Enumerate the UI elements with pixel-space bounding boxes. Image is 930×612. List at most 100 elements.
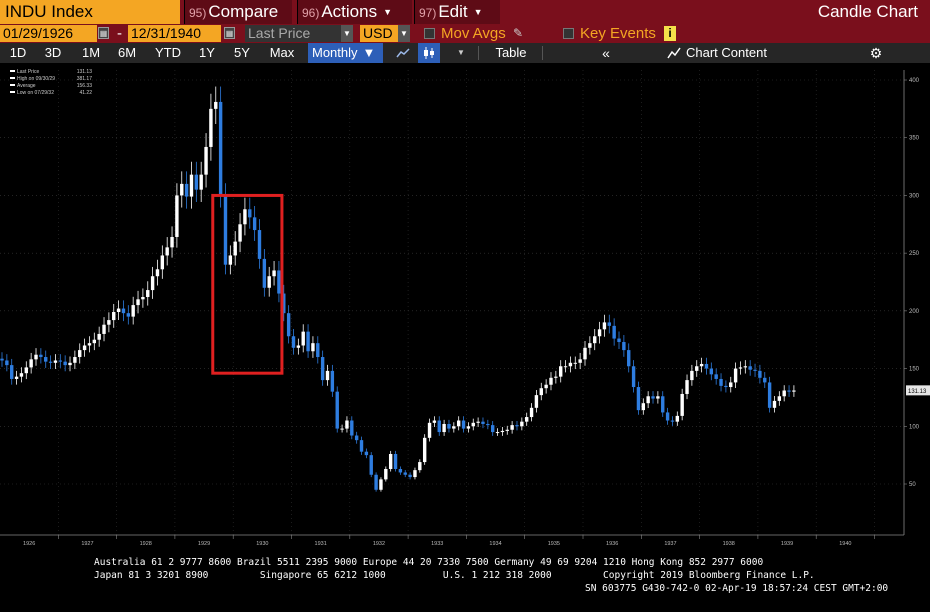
candle-body — [116, 308, 121, 313]
candle-body — [607, 322, 611, 326]
candle-body — [5, 360, 9, 366]
pencil-icon[interactable]: ✎ — [513, 26, 524, 40]
candle-body — [641, 403, 646, 411]
chart-content-button[interactable]: Chart Content — [686, 45, 767, 60]
compare-button[interactable]: 95) Compare — [184, 0, 292, 24]
candle-body — [238, 224, 242, 242]
candle-body — [345, 420, 349, 429]
key-events-checkbox[interactable] — [563, 28, 574, 39]
actions-number: 96) — [302, 6, 320, 20]
candle-body — [495, 432, 500, 434]
line-chart-icon[interactable] — [392, 43, 414, 63]
range-bar: 01/29/1926 ▦ - 12/31/1940 ▦ Last Price ▼… — [0, 24, 930, 43]
edit-caret-icon: ▼ — [473, 7, 483, 17]
candle-chart-icon[interactable] — [418, 43, 440, 63]
edit-button[interactable]: 97) Edit ▼ — [414, 0, 500, 24]
y-tick-label: 50 — [909, 482, 916, 488]
candle-body — [282, 293, 286, 314]
candle-body — [218, 101, 223, 196]
currency-dropdown-icon[interactable]: ▼ — [398, 25, 410, 42]
table-button[interactable]: Table — [495, 45, 527, 60]
candle-body — [286, 313, 291, 337]
candle-body — [617, 338, 621, 343]
candle-body — [505, 429, 509, 431]
candle-body — [325, 370, 330, 381]
candle-body — [753, 369, 757, 371]
end-calendar-icon[interactable]: ▦ — [224, 27, 235, 39]
x-tick-label: 1934 — [489, 541, 501, 547]
candle-body — [427, 422, 432, 438]
legend-swatch — [10, 77, 15, 79]
last-price-label: 131.13 — [908, 389, 927, 395]
candle-body — [209, 108, 213, 147]
candle-body — [456, 420, 461, 427]
legend-row: Low on 07/29/32 41.22 — [10, 90, 92, 97]
candle-body — [748, 366, 752, 370]
candle-body — [704, 363, 709, 369]
settings-gear-icon[interactable]: ⚙ — [869, 45, 883, 61]
info-icon[interactable]: i — [664, 26, 676, 41]
legend-value: 41.22 — [79, 90, 92, 96]
period-1y[interactable]: 1Y — [199, 45, 215, 60]
candle-body — [661, 396, 665, 413]
candle-body — [296, 345, 301, 348]
frequency-select[interactable]: Monthly ▼ — [308, 43, 383, 63]
period-1d[interactable]: 1D — [9, 45, 27, 60]
date-range-dash: - — [117, 25, 122, 42]
candle-body — [490, 425, 495, 433]
candle-body — [330, 370, 335, 392]
candle-body — [437, 420, 441, 433]
collapse-chevron-icon[interactable]: « — [602, 45, 610, 61]
start-calendar-icon[interactable]: ▦ — [98, 27, 109, 39]
mov-avgs-checkbox[interactable] — [424, 28, 435, 39]
candle-body — [636, 387, 641, 411]
period-bar: 1D 3D 1M 6M YTD 1Y 5Y Max Monthly ▼ ▼ Tab… — [0, 43, 930, 63]
period-ytd[interactable]: YTD — [155, 45, 181, 60]
candle-body — [763, 377, 767, 383]
price-field-select[interactable]: Last Price — [245, 25, 341, 42]
candle-body — [408, 474, 412, 478]
y-tick-label: 300 — [909, 193, 920, 199]
candle-body — [155, 269, 160, 277]
chart-legend: Last Price 131.13 High on 09/30/29 381.17 … — [10, 69, 92, 97]
candle-body — [92, 339, 97, 344]
chart-type-title: Candle Chart — [817, 2, 918, 21]
candle-body — [593, 336, 597, 344]
candle-body — [724, 385, 728, 388]
candle-body — [243, 209, 247, 225]
candle-body — [97, 333, 101, 340]
period-max[interactable]: Max — [269, 45, 295, 60]
candle-chart-area: 50 100 150 200 250 300 350 400 1926 1927 1928 1929 1… — [0, 63, 930, 550]
candle-body — [524, 417, 529, 422]
period-5y[interactable]: 5Y — [234, 45, 250, 60]
mov-avgs-label[interactable]: Mov Avgs — [441, 25, 506, 42]
key-events-label[interactable]: Key Events — [580, 25, 656, 42]
last-price-badge — [906, 385, 930, 396]
candle-body — [680, 393, 684, 416]
chart-content-icon[interactable] — [664, 43, 684, 63]
candle-body — [622, 342, 626, 351]
ticker-field[interactable]: INDU Index — [0, 0, 180, 24]
period-3d[interactable]: 3D — [44, 45, 62, 60]
candle-body — [393, 453, 398, 469]
candle-body — [291, 336, 296, 348]
x-tick-label: 1929 — [198, 541, 210, 547]
x-tick-label: 1933 — [431, 541, 443, 547]
candle-body — [422, 437, 427, 463]
candle-body — [777, 396, 782, 401]
period-6m[interactable]: 6M — [117, 45, 137, 60]
chart-type-dropdown-icon[interactable]: ▼ — [457, 48, 465, 57]
start-date-input[interactable]: 01/29/1926 — [0, 25, 97, 42]
candles — [0, 86, 796, 492]
x-tick-label: 1940 — [839, 541, 851, 547]
candle-body — [0, 358, 4, 361]
candle-body — [257, 230, 262, 259]
currency-select[interactable]: USD — [360, 25, 398, 42]
end-date-input[interactable]: 12/31/1940 — [128, 25, 221, 42]
actions-button[interactable]: 96) Actions ▼ — [297, 0, 412, 24]
candle-body — [520, 421, 524, 427]
candle-body — [34, 354, 38, 360]
price-field-dropdown-icon[interactable]: ▼ — [341, 25, 353, 42]
period-1m[interactable]: 1M — [81, 45, 101, 60]
x-tick-label: 1938 — [723, 541, 735, 547]
